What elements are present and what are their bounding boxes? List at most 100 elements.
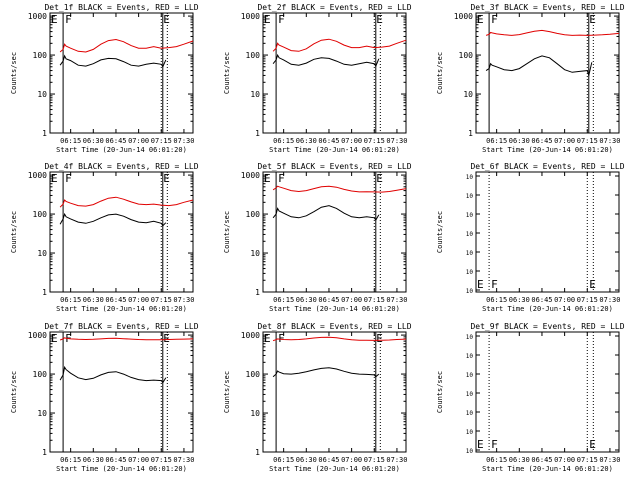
panel-7-ylabel: Counts/sec — [10, 371, 18, 413]
panel-2-series-lld-line — [272, 38, 407, 52]
panel-4-xtick-label: 06:45 — [105, 296, 126, 304]
panel-8-series-lld-line — [272, 336, 407, 342]
panel-7-ytick-label: 100 — [33, 370, 48, 379]
panel-6-title: Det_6f BLACK = Events, RED = LLD — [470, 162, 624, 171]
panel-1-marker-e-start: E — [51, 13, 58, 26]
panel-5-marker-f: F — [278, 172, 285, 185]
panel-1-marker-f: F — [65, 13, 72, 26]
panel-6-ylabel: Counts/sec — [436, 211, 444, 253]
panel-1-xlabel: Start Time (20-Jun-14 06:01:20) — [56, 146, 187, 154]
panel-7-marker-e-end: E — [163, 332, 170, 345]
panel-4-xtick-label: 07:15 — [151, 296, 172, 304]
panel-6-ytick-mark: 10 — [466, 269, 474, 276]
panel-4-series-lld-line — [59, 196, 194, 208]
panel-8-xtick-label: 07:15 — [364, 456, 385, 464]
panel-9-ytick-mark: 10 — [466, 372, 474, 379]
panel-1-marker-e-end: E — [163, 13, 170, 26]
panel-5-series-lld-line — [272, 185, 407, 193]
panel-3-marker-e-end: E — [589, 13, 596, 26]
panel-2-series-events-line — [272, 53, 380, 68]
panel-1-xtick-label: 07:15 — [151, 137, 172, 145]
panel-2-xtick-label: 07:15 — [364, 137, 385, 145]
panel-3-series-events-line — [485, 55, 593, 78]
panel-2-xtick-label: 06:15 — [273, 137, 294, 145]
panel-8-xtick-label: 06:45 — [318, 456, 339, 464]
panel-6-xtick-label: 06:45 — [531, 296, 552, 304]
panel-4-xtick-label: 06:15 — [60, 296, 81, 304]
panel-1-ytick-label: 10 — [37, 90, 47, 99]
panel-3-ytick-label: 1000 — [454, 12, 473, 21]
panel-8-ytick-label: 10 — [250, 409, 260, 418]
panel-1-xtick-label: 06:30 — [83, 137, 104, 145]
panel-2-ytick-label: 1 — [255, 129, 260, 138]
panel-4-plot-frame — [49, 171, 194, 293]
panel-4-xtick-label: 07:00 — [128, 296, 149, 304]
panel-8-xtick-label: 06:15 — [273, 456, 294, 464]
panel-4-ytick-label: 1 — [42, 288, 47, 297]
panel-8-title: Det_8f BLACK = Events, RED = LLD — [257, 322, 411, 331]
panel-2-marker-f: F — [278, 13, 285, 26]
panel-7-series-lld-line — [59, 337, 194, 341]
panel-7-xtick-label: 06:15 — [60, 456, 81, 464]
panel-7-ytick-label: 10 — [37, 409, 47, 418]
panel-3-xtick-label: 07:00 — [554, 137, 575, 145]
panel-9-ytick-mark: 10 — [466, 334, 474, 341]
panel-2-marker-e-start: E — [264, 13, 271, 26]
panel-9-xtick-label: 07:15 — [577, 456, 598, 464]
panel-1-xtick-label: 07:00 — [128, 137, 149, 145]
panel-7-xtick-label: 07:00 — [128, 456, 149, 464]
panel-5-title: Det_5f BLACK = Events, RED = LLD — [257, 162, 411, 171]
panel-5-xtick-label: 07:30 — [386, 296, 407, 304]
panel-2-ytick-label: 100 — [246, 51, 261, 60]
panel-2-marker-e-end: E — [376, 13, 383, 26]
panel-4-xtick-label: 06:30 — [83, 296, 104, 304]
panel-5-xtick-label: 07:00 — [341, 296, 362, 304]
panel-8-series-events-line — [272, 367, 380, 378]
panel-4-marker-f: F — [65, 172, 72, 185]
panel-1-series-lld-line — [59, 38, 194, 53]
panel-9-xtick-label: 06:30 — [509, 456, 530, 464]
panel-4-marker-e-end: E — [163, 172, 170, 185]
panel-7-xtick-label: 06:30 — [83, 456, 104, 464]
panel-6-plot-frame — [475, 171, 620, 293]
panel-5-ylabel: Counts/sec — [223, 211, 231, 253]
panel-4-title: Det_4f BLACK = Events, RED = LLD — [44, 162, 198, 171]
panel-5-xtick-label: 06:30 — [296, 296, 317, 304]
panel-8-plot-frame — [262, 331, 407, 453]
panel-1-ytick-label: 1000 — [28, 12, 47, 21]
panel-2-xtick-label: 06:30 — [296, 137, 317, 145]
panel-9-marker-f: F — [491, 438, 498, 451]
panel-1-xtick-label: 06:15 — [60, 137, 81, 145]
panel-5-xlabel: Start Time (20-Jun-14 06:01:20) — [269, 305, 400, 313]
panel-5-ytick-label: 100 — [246, 210, 261, 219]
panel-4-ylabel: Counts/sec — [10, 211, 18, 253]
panel-7-plot-frame — [49, 331, 194, 453]
panel-8-marker-e-end: E — [376, 332, 383, 345]
panel-9-marker-e-end: E — [589, 438, 596, 451]
panel-6-ytick-mark: 10 — [466, 212, 474, 219]
panel-9-ytick-mark: 10 — [466, 448, 474, 455]
panel-6-ytick-mark: 10 — [466, 174, 474, 181]
panel-6-marker-e-end: E — [589, 278, 596, 291]
panel-8-ytick-label: 100 — [246, 370, 261, 379]
panel-6-xtick-label: 06:15 — [486, 296, 507, 304]
panel-3-ytick-label: 10 — [463, 90, 473, 99]
panel-2-xtick-label: 06:45 — [318, 137, 339, 145]
panel-7-ytick-label: 1000 — [28, 331, 47, 340]
panel-8-ylabel: Counts/sec — [223, 371, 231, 413]
panel-3-ylabel: Counts/sec — [436, 52, 444, 94]
panel-2-title: Det_2f BLACK = Events, RED = LLD — [257, 3, 411, 12]
panel-7-xtick-label: 07:15 — [151, 456, 172, 464]
panel-6-xtick-label: 07:30 — [599, 296, 620, 304]
panel-2-ylabel: Counts/sec — [223, 52, 231, 94]
panel-5-xtick-label: 06:15 — [273, 296, 294, 304]
panel-9-xlabel: Start Time (20-Jun-14 06:01:20) — [482, 465, 613, 473]
panel-5-plot-frame — [262, 171, 407, 293]
panel-6-ytick-mark: 10 — [466, 288, 474, 295]
panel-6-xtick-label: 07:15 — [577, 296, 598, 304]
panel-7-xtick-label: 06:45 — [105, 456, 126, 464]
panel-9-ytick-mark: 10 — [466, 353, 474, 360]
panel-9-ylabel: Counts/sec — [436, 371, 444, 413]
panel-3-xtick-label: 06:45 — [531, 137, 552, 145]
panel-4-series-events-line — [59, 212, 167, 227]
